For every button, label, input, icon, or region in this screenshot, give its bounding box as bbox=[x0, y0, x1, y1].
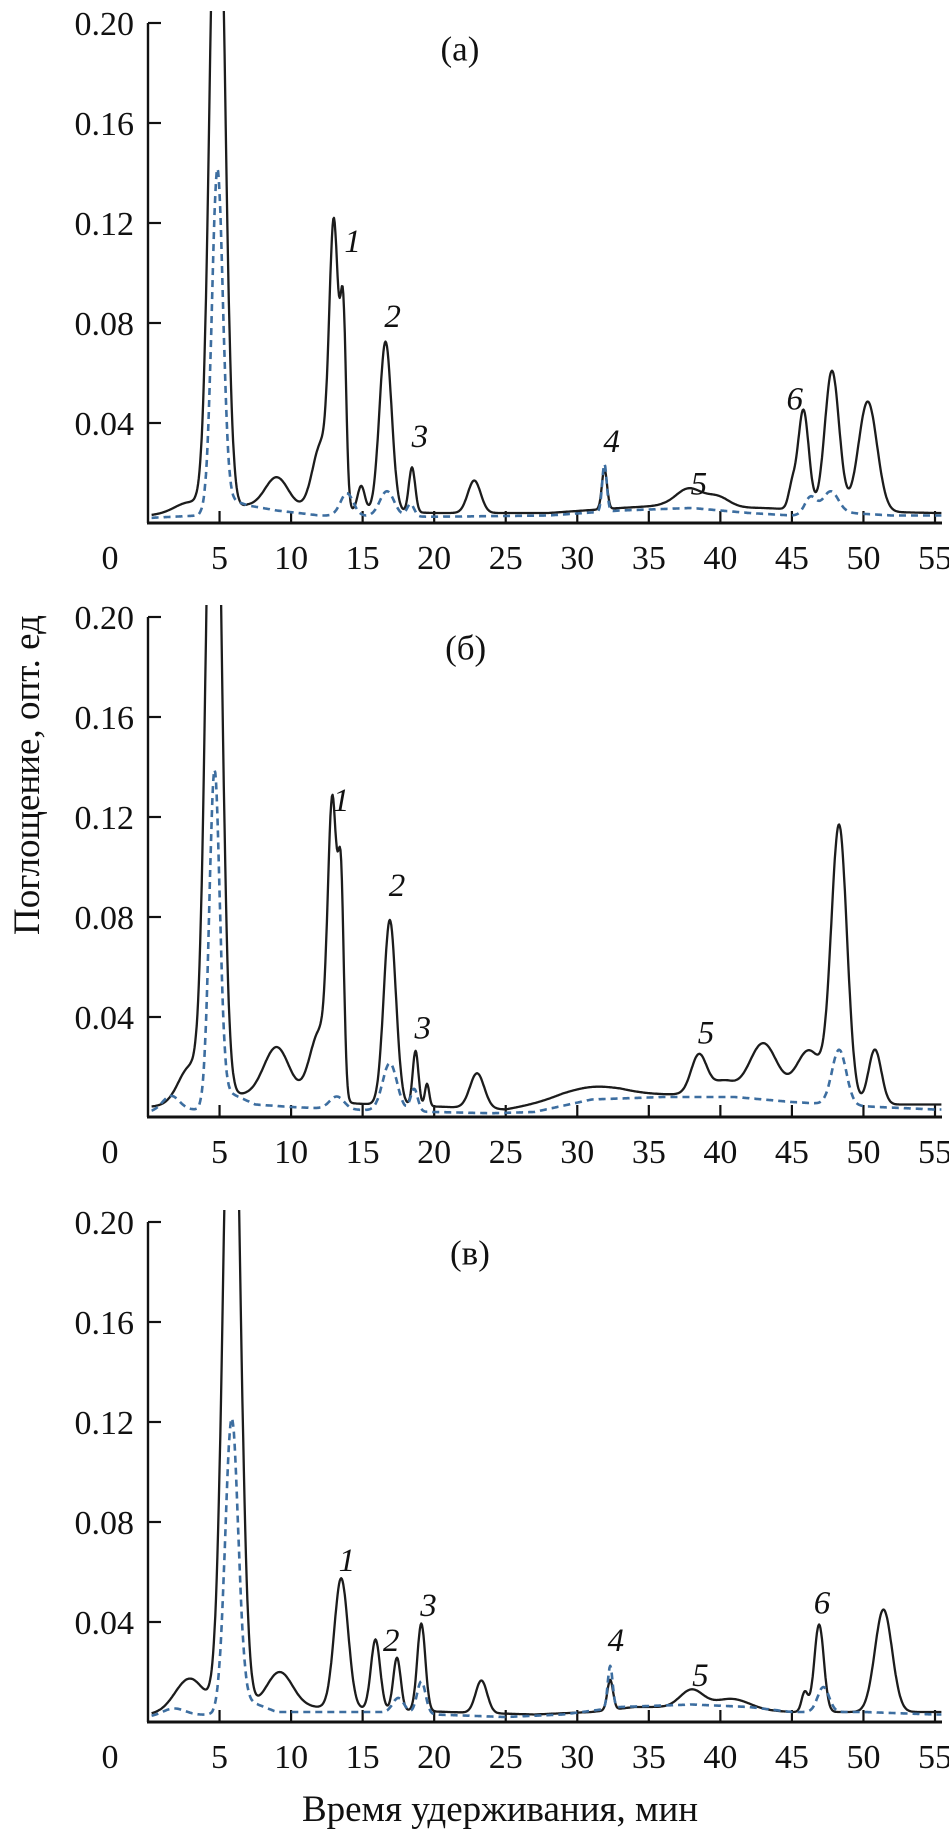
peak-label-3: 3 bbox=[419, 1588, 437, 1624]
y-tick-label: 0.20 bbox=[75, 600, 135, 637]
x-tick-label: 40 bbox=[703, 1134, 737, 1171]
y-tick-label: 0.04 bbox=[75, 1605, 135, 1642]
x-tick-label: 45 bbox=[775, 540, 809, 577]
peak-label-6: 6 bbox=[787, 382, 804, 418]
x-tick-label: 55 bbox=[918, 540, 949, 577]
x-tick-label: 40 bbox=[703, 540, 737, 577]
x-tick-label: 0 bbox=[102, 540, 119, 577]
x-tick-label: 30 bbox=[560, 1739, 594, 1776]
y-tick-label: 0.04 bbox=[75, 1000, 135, 1037]
dashed-series bbox=[151, 768, 942, 1115]
x-tick-label: 25 bbox=[489, 540, 523, 577]
peak-label-1: 1 bbox=[344, 224, 361, 260]
chromatogram-panel-b: 0.040.080.120.160.200 5 10 15 20 25 30 35 40 45 50… bbox=[75, 600, 949, 1171]
x-tick-label: 45 bbox=[775, 1134, 809, 1171]
x-tick-label: 0 bbox=[102, 1739, 119, 1776]
panel-letter: (а) bbox=[441, 29, 480, 68]
y-tick-label: 0.16 bbox=[75, 700, 135, 737]
x-tick-label: 35 bbox=[632, 1134, 666, 1171]
y-tick-label: 0.12 bbox=[75, 206, 135, 243]
dashed-series bbox=[151, 1416, 942, 1719]
y-tick-label: 0.16 bbox=[75, 1305, 135, 1342]
peak-label-5: 5 bbox=[691, 467, 708, 503]
x-tick-label: 0 bbox=[102, 1134, 119, 1171]
y-tick-label: 0.12 bbox=[75, 800, 135, 837]
y-tick-label: 0.12 bbox=[75, 1405, 135, 1442]
y-tick-label: 0.08 bbox=[75, 900, 135, 937]
x-tick-label: 15 bbox=[346, 1134, 380, 1171]
y-axis-title: Поглощение, опт. ед bbox=[7, 615, 48, 935]
x-tick-label: 20 bbox=[417, 540, 451, 577]
peak-label-5: 5 bbox=[698, 1016, 715, 1052]
peak-label-4: 4 bbox=[608, 1623, 625, 1659]
x-tick-label: 15 bbox=[346, 1739, 380, 1776]
peak-label-2: 2 bbox=[383, 1623, 400, 1659]
x-tick-label: 5 bbox=[211, 540, 228, 577]
x-tick-label: 5 bbox=[211, 1739, 228, 1776]
x-tick-label: 50 bbox=[846, 540, 880, 577]
x-tick-label: 20 bbox=[417, 1739, 451, 1776]
y-tick-label: 0.04 bbox=[75, 406, 135, 443]
peak-label-1: 1 bbox=[333, 783, 350, 819]
peak-label-3: 3 bbox=[413, 1011, 431, 1047]
x-axis-title: Время удерживания, мин bbox=[301, 1789, 699, 1830]
x-tick-label: 30 bbox=[560, 540, 594, 577]
chromatogram-panel-a: 0.040.080.120.160.200 5 10 15 20 25 30 35 40 45 50… bbox=[75, 6, 949, 577]
x-tick-label: 35 bbox=[632, 540, 666, 577]
x-tick-label: 35 bbox=[632, 1739, 666, 1776]
y-tick-label: 0.16 bbox=[75, 106, 135, 143]
x-tick-label: 50 bbox=[846, 1739, 880, 1776]
peak-label-1: 1 bbox=[339, 1543, 356, 1579]
y-tick-label: 0.20 bbox=[75, 1205, 135, 1242]
x-tick-label: 25 bbox=[489, 1739, 523, 1776]
peak-label-4: 4 bbox=[603, 424, 620, 460]
chromatogram-panel-v: 0.040.080.120.160.200 5 10 15 20 25 30 35 40 45 50… bbox=[75, 1205, 949, 1776]
dashed-series bbox=[151, 167, 942, 520]
solid-series bbox=[151, 1210, 942, 1716]
panel-letter: (б) bbox=[445, 628, 486, 667]
peak-label-2: 2 bbox=[389, 868, 406, 904]
x-tick-label: 20 bbox=[417, 1134, 451, 1171]
peak-label-2: 2 bbox=[384, 299, 401, 335]
x-tick-label: 5 bbox=[211, 1134, 228, 1171]
x-tick-label: 10 bbox=[274, 1739, 308, 1776]
x-tick-label: 10 bbox=[274, 1134, 308, 1171]
y-tick-label: 0.08 bbox=[75, 306, 135, 343]
x-tick-label: 10 bbox=[274, 540, 308, 577]
peak-label-3: 3 bbox=[411, 419, 429, 455]
solid-series bbox=[151, 11, 942, 517]
x-tick-label: 30 bbox=[560, 1134, 594, 1171]
x-tick-label: 40 bbox=[703, 1739, 737, 1776]
x-tick-label: 50 bbox=[846, 1134, 880, 1171]
x-tick-label: 15 bbox=[346, 540, 380, 577]
peak-label-6: 6 bbox=[814, 1586, 831, 1622]
x-tick-label: 55 bbox=[918, 1134, 949, 1171]
y-tick-label: 0.08 bbox=[75, 1505, 135, 1542]
x-tick-label: 45 bbox=[775, 1739, 809, 1776]
x-tick-label: 25 bbox=[489, 1134, 523, 1171]
x-tick-label: 55 bbox=[918, 1739, 949, 1776]
solid-series bbox=[151, 605, 942, 1111]
peak-label-5: 5 bbox=[692, 1658, 709, 1694]
y-tick-label: 0.20 bbox=[75, 6, 135, 43]
panel-letter: (в) bbox=[450, 1233, 490, 1272]
